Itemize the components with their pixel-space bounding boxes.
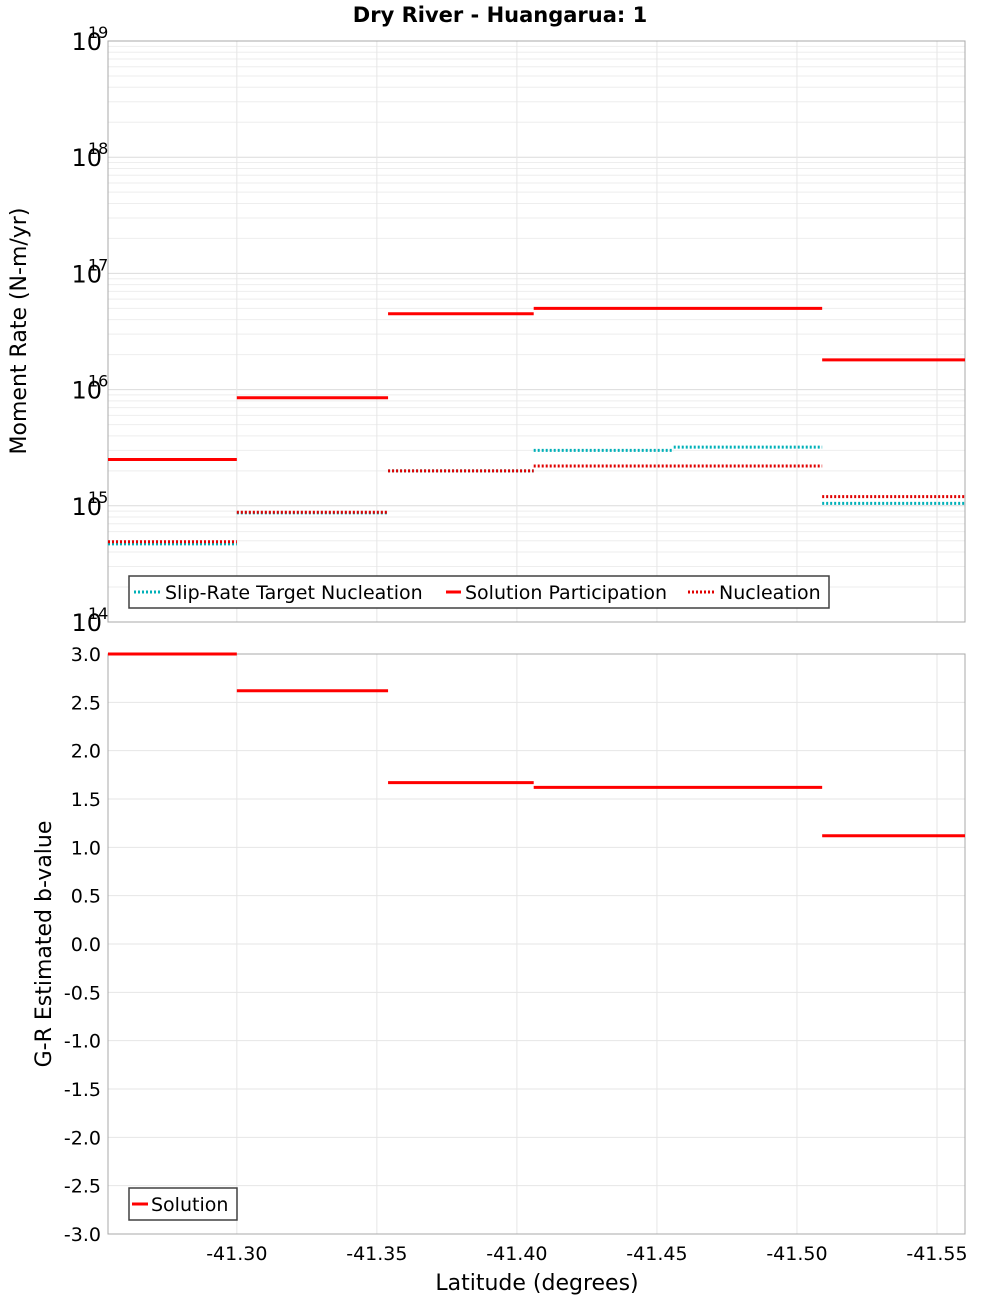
legend-label-solution: Solution [151, 1194, 228, 1216]
top-y-tick-label: 10 [71, 144, 102, 172]
x-tick-label: -41.30 [206, 1243, 267, 1265]
legend-label-solution-participation: Solution Participation [465, 582, 667, 604]
bottom-y-tick-label: -2.0 [64, 1127, 101, 1149]
legend-label-nucleation: Nucleation [719, 582, 821, 604]
top-y-tick-label: 10 [71, 28, 102, 56]
bottom-y-tick-label: 0.5 [71, 886, 101, 908]
bottom-y-tick-label: 3.0 [71, 644, 101, 666]
x-tick-label: -41.55 [906, 1243, 967, 1265]
bottom-series-group [108, 652, 965, 838]
bottom-y-axis-label: G-R Estimated b-value [32, 821, 57, 1068]
top-y-tick-exponent: 16 [88, 372, 108, 391]
bottom-y-tick-label: 2.5 [71, 692, 101, 714]
bottom-y-tick-label: 2.0 [71, 741, 101, 763]
bottom-y-tick-label: 1.0 [71, 837, 101, 859]
bottom-y-ticks: 3.0 2.5 2.0 1.5 1.0 0.5 0.0 -0.5 -1.0 -1.5 -2.0 -2.… [64, 644, 101, 1246]
top-y-tick-exponent: 14 [88, 604, 108, 623]
bottom-y-tick-label: -1.0 [64, 1031, 101, 1053]
legend-label-slip-rate-target: Slip-Rate Target Nucleation [165, 582, 423, 604]
top-y-tick-exponent: 18 [88, 139, 108, 158]
top-y-axis-label: Moment Rate (N-m/yr) [7, 208, 32, 455]
x-ticks: -41.30 -41.35 -41.40 -41.45 -41.50 -41.55 [206, 1243, 967, 1265]
chart-title: Dry River - Huangarua: 1 [353, 3, 647, 27]
top-y-tick-exponent: 19 [88, 23, 108, 42]
bottom-y-tick-label: -2.5 [64, 1176, 101, 1198]
top-legend: Slip-Rate Target Nucleation Solution Par… [128, 575, 830, 609]
x-axis-label: Latitude (degrees) [435, 1271, 638, 1296]
top-panel-frame [107, 40, 966, 623]
bottom-legend: Solution [128, 1187, 238, 1221]
x-tick-label: -41.45 [626, 1243, 687, 1265]
bottom-y-tick-label: -0.5 [64, 982, 101, 1004]
x-tick-label: -41.35 [346, 1243, 407, 1265]
top-y-tick-label: 10 [71, 377, 102, 405]
bottom-y-tick-label: 1.5 [71, 789, 101, 811]
bottom-y-tick-label: -1.5 [64, 1079, 101, 1101]
top-series-group [108, 306, 965, 546]
top-y-tick-label: 10 [71, 609, 102, 637]
x-tick-label: -41.50 [766, 1243, 827, 1265]
top-y-tick-exponent: 15 [88, 488, 108, 507]
bottom-y-tick-label: -3.0 [64, 1224, 101, 1246]
top-y-tick-label: 10 [71, 493, 102, 521]
x-tick-label: -41.40 [486, 1243, 547, 1265]
top-y-tick-exponent: 17 [88, 255, 108, 274]
bottom-y-tick-label: 0.0 [71, 934, 101, 956]
top-y-tick-label: 10 [71, 260, 102, 288]
bottom-panel-frame [107, 653, 966, 1235]
